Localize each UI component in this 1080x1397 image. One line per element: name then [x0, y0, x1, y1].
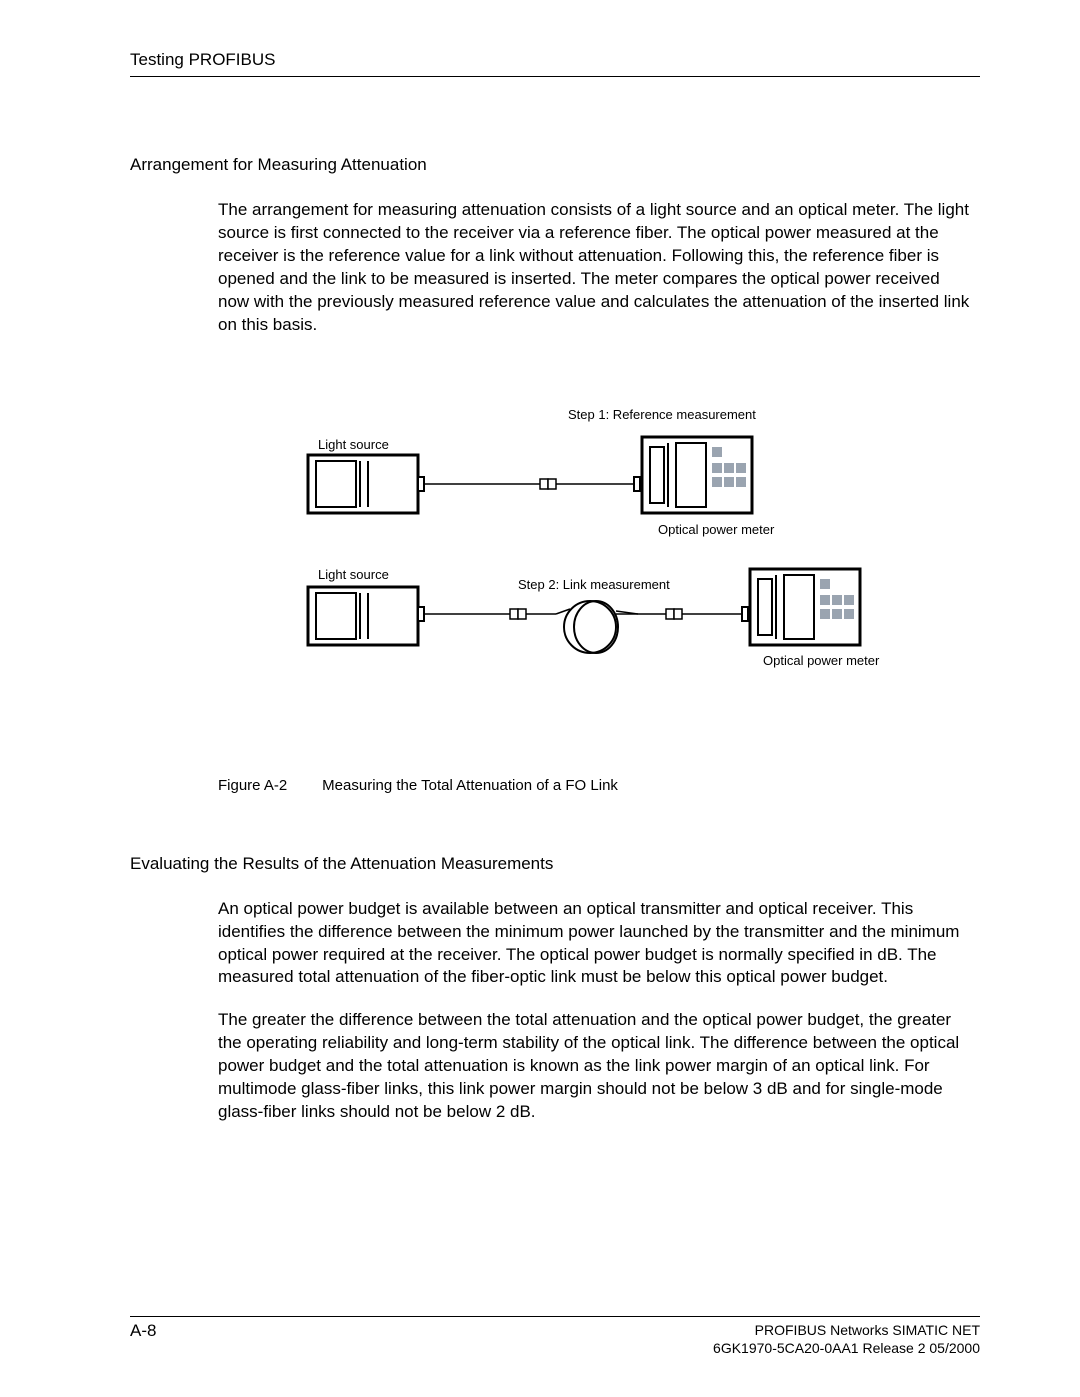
- page-number: A-8: [130, 1321, 156, 1341]
- step2-label: Step 2: Link measurement: [518, 577, 670, 592]
- light-source-device-2: [308, 587, 418, 645]
- page-footer: A-8 PROFIBUS Networks SIMATIC NET 6GK197…: [130, 1316, 980, 1357]
- connector-stub-icon-2: [418, 607, 424, 621]
- section1-paragraph: The arrangement for measuring attenuatio…: [218, 199, 970, 337]
- section-heading-evaluating: Evaluating the Results of the Attenuatio…: [130, 854, 980, 874]
- figure-caption-num: Figure A-2: [218, 777, 318, 794]
- connector-stub-icon: [418, 477, 424, 491]
- connector-icon-2b: [666, 609, 682, 619]
- connector-icon-1: [540, 479, 556, 489]
- light-source-label-1: Light source: [318, 437, 389, 452]
- step1-label: Step 1: Reference measurement: [568, 407, 756, 422]
- fiber-coil-icon: [556, 601, 638, 653]
- section2-paragraph2: The greater the difference between the t…: [218, 1009, 970, 1124]
- figure-caption: Figure A-2 Measuring the Total Attenuati…: [218, 777, 980, 794]
- section2-paragraph1: An optical power budget is available bet…: [218, 898, 970, 990]
- figure-caption-text: Measuring the Total Attenuation of a FO …: [322, 777, 618, 794]
- page-header: Testing PROFIBUS: [130, 50, 980, 70]
- optical-meter-device-2: [742, 569, 860, 645]
- footer-line2: 6GK1970-5CA20-0AA1 Release 2 05/2000: [713, 1339, 980, 1357]
- optical-meter-device-1: [634, 437, 752, 513]
- optical-meter-label-1: Optical power meter: [658, 522, 774, 537]
- figure-diagram: Step 1: Reference measurement Light sour…: [218, 407, 980, 727]
- light-source-device-1: [308, 455, 418, 513]
- connector-icon-2a: [510, 609, 526, 619]
- section-heading-arrangement: Arrangement for Measuring Attenuation: [130, 155, 980, 175]
- header-rule: [130, 76, 980, 77]
- optical-meter-label-2: Optical power meter: [763, 653, 879, 668]
- footer-line1: PROFIBUS Networks SIMATIC NET: [713, 1321, 980, 1339]
- footer-rule: [130, 1316, 980, 1317]
- light-source-label-2: Light source: [318, 567, 389, 582]
